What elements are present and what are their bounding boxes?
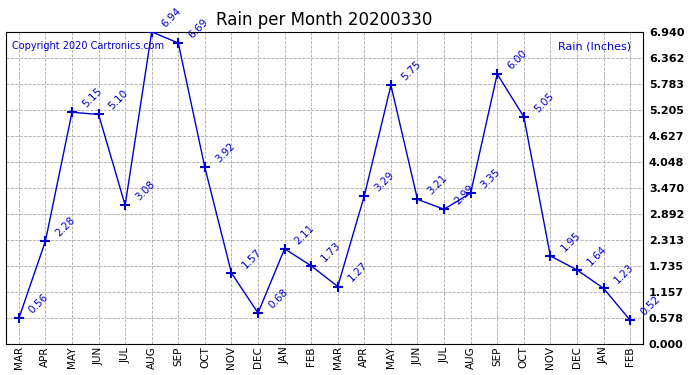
Text: 3.29: 3.29 bbox=[373, 170, 396, 193]
Text: 5.15: 5.15 bbox=[80, 86, 104, 109]
Text: 3.21: 3.21 bbox=[426, 173, 449, 196]
Text: 2.28: 2.28 bbox=[54, 215, 77, 238]
Text: 0.56: 0.56 bbox=[27, 292, 50, 316]
Text: Rain (Inches): Rain (Inches) bbox=[558, 41, 631, 51]
Text: 3.92: 3.92 bbox=[213, 141, 237, 165]
Title: Rain per Month 20200330: Rain per Month 20200330 bbox=[216, 11, 433, 29]
Text: 5.10: 5.10 bbox=[107, 88, 130, 112]
Text: 3.08: 3.08 bbox=[133, 179, 157, 203]
Text: Copyright 2020 Cartronics.com: Copyright 2020 Cartronics.com bbox=[12, 41, 164, 51]
Text: 6.94: 6.94 bbox=[160, 6, 184, 29]
Text: 6.69: 6.69 bbox=[186, 17, 210, 40]
Text: 3.35: 3.35 bbox=[479, 167, 502, 190]
Text: 6.00: 6.00 bbox=[506, 48, 529, 71]
Text: 1.95: 1.95 bbox=[559, 230, 582, 253]
Text: 0.68: 0.68 bbox=[266, 287, 290, 310]
Text: 2.11: 2.11 bbox=[293, 222, 317, 246]
Text: 1.23: 1.23 bbox=[612, 262, 635, 285]
Text: 1.27: 1.27 bbox=[346, 260, 370, 284]
Text: 5.05: 5.05 bbox=[532, 90, 555, 114]
Text: 0.52: 0.52 bbox=[638, 294, 662, 317]
Text: 1.57: 1.57 bbox=[240, 247, 264, 270]
Text: 2.99: 2.99 bbox=[453, 183, 476, 207]
Text: 1.64: 1.64 bbox=[585, 244, 609, 267]
Text: 5.75: 5.75 bbox=[400, 59, 423, 82]
Text: 1.73: 1.73 bbox=[319, 240, 343, 263]
